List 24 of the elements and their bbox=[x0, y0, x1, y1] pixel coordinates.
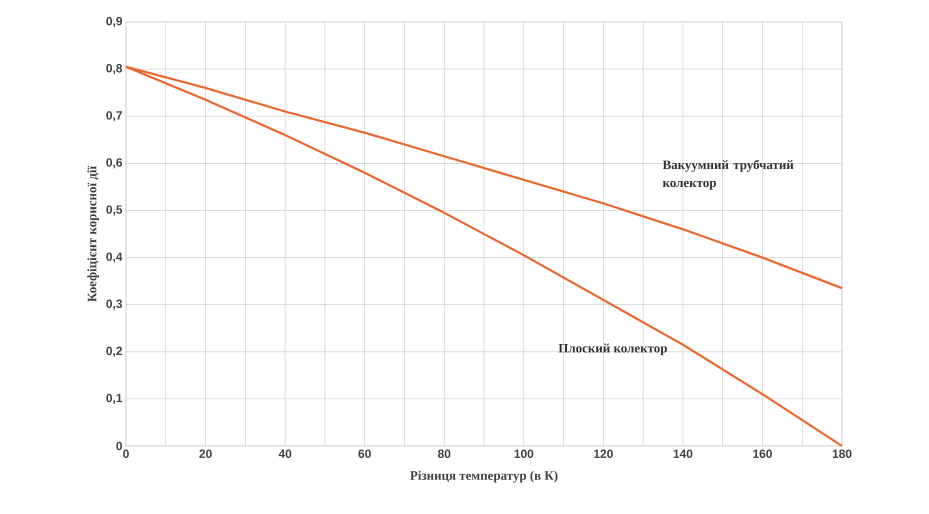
x-tick-label: 140 bbox=[674, 450, 692, 458]
x-tick-label: 60 bbox=[358, 450, 371, 458]
y-axis-title: Коефіцієнт корисної дії bbox=[87, 166, 100, 302]
x-tick-label: 40 bbox=[278, 450, 292, 458]
x-tick-label: 120 bbox=[594, 450, 613, 458]
x-tick-label: 80 bbox=[438, 450, 450, 458]
x-tick-label: 0 bbox=[123, 450, 129, 458]
y-tick-label: 0,8 bbox=[106, 64, 122, 74]
series-label: Плоский колектор bbox=[558, 344, 667, 356]
y-tick-label: 0,3 bbox=[106, 300, 122, 310]
y-tick-label: 0,4 bbox=[106, 252, 122, 263]
y-tick-label: 0,2 bbox=[106, 346, 122, 357]
y-tick-label: 0,1 bbox=[106, 394, 122, 404]
y-tick-label: 0,7 bbox=[106, 111, 122, 122]
x-tick-label: 160 bbox=[753, 450, 772, 458]
y-tick-label: 0,6 bbox=[106, 158, 122, 168]
x-tick-label: 180 bbox=[832, 450, 852, 458]
y-tick-label: 0,9 bbox=[106, 16, 122, 28]
x-axis-title: Різниця температур (в К) bbox=[410, 470, 558, 483]
x-tick-label: 100 bbox=[514, 450, 534, 458]
x-tick-label: 20 bbox=[199, 450, 212, 458]
text: Вакуумний трубчатий колектор bbox=[662, 160, 794, 190]
y-tick-label: 0 bbox=[116, 442, 122, 450]
y-tick-label: 0,5 bbox=[106, 205, 122, 216]
